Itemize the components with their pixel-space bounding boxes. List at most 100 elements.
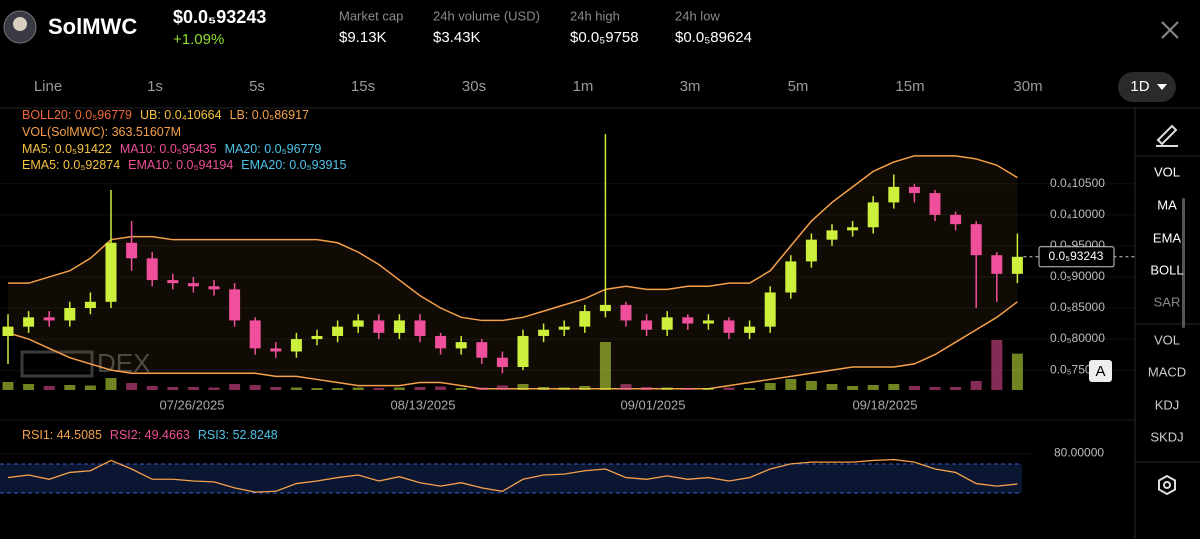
- dropdown-caret: [1157, 84, 1167, 90]
- interval-tab[interactable]: 5s: [249, 78, 265, 95]
- volume-bar: [702, 388, 714, 390]
- legend-item: RSI2: 49.4663: [110, 428, 190, 442]
- volume-bar: [208, 387, 220, 390]
- candle-body: [744, 326, 756, 333]
- legend-item: MA20: 0.0₅96779: [225, 142, 322, 156]
- band-lower: [7, 301, 1018, 390]
- indicator-option[interactable]: KDJ: [1155, 397, 1180, 412]
- volume-bar: [991, 340, 1003, 390]
- stat-label: 24h volume (USD): [433, 8, 540, 23]
- volume-bar: [249, 385, 261, 390]
- auto-button-bg[interactable]: [1089, 360, 1112, 382]
- candle-body: [2, 326, 14, 336]
- volume-bar: [393, 387, 405, 390]
- indicator-option[interactable]: SAR: [1154, 294, 1181, 309]
- candle-body: [84, 301, 96, 309]
- interval-tab[interactable]: Line: [34, 78, 62, 95]
- interval-tab[interactable]: 1m: [573, 78, 594, 95]
- candle-body: [950, 214, 962, 225]
- candle-body: [64, 308, 76, 321]
- volume-bar: [352, 387, 364, 390]
- draw-tool-icon[interactable]: [1156, 124, 1178, 147]
- volume-bar: [888, 384, 900, 390]
- candle-body: [311, 335, 323, 340]
- boll-legend: BOLL20: 0.0₅96779 UB: 0.0₄10664 LB: 0.0₅86…: [22, 108, 309, 122]
- stat-value: $0.0₅9758: [570, 29, 639, 46]
- interval-tab[interactable]: 15s: [351, 78, 375, 95]
- interval-tab[interactable]: 1s: [147, 78, 163, 95]
- x-tick-label: 09/01/2025: [620, 397, 685, 412]
- settings-icon-dot: [1163, 481, 1171, 489]
- indicator-option[interactable]: EMA: [1153, 230, 1182, 245]
- interval-selected[interactable]: 1D: [1130, 78, 1149, 95]
- candle-body: [167, 280, 179, 284]
- volume-bar: [64, 385, 76, 390]
- volume-bar: [290, 387, 302, 390]
- volume-bar: [332, 388, 344, 390]
- volume-bar: [558, 387, 570, 390]
- candle-body: [435, 335, 447, 349]
- candle-body: [393, 320, 405, 333]
- close-button[interactable]: [1161, 21, 1179, 39]
- indicator-option[interactable]: VOL: [1154, 164, 1180, 179]
- indicator-option[interactable]: MACD: [1148, 364, 1186, 379]
- price-change: +1.09%: [173, 31, 224, 48]
- candle-body: [270, 348, 282, 352]
- y-tick-label: 0.0₄10000: [1050, 207, 1105, 221]
- volume-bar: [723, 387, 735, 390]
- candle-body: [538, 329, 550, 336]
- candle-body: [702, 320, 714, 324]
- volume-bar: [126, 383, 138, 390]
- interval-tab[interactable]: 30s: [462, 78, 486, 95]
- interval-tab[interactable]: 30m: [1013, 78, 1042, 95]
- rsi-band: [0, 464, 1022, 493]
- rsi-line: [7, 458, 1018, 493]
- candle-body: [847, 227, 859, 231]
- interval-tab[interactable]: 3m: [680, 78, 701, 95]
- y-tick-label: 0.0₅90000: [1050, 269, 1105, 283]
- volume-bar: [311, 388, 323, 390]
- ma-legend: MA5: 0.0₅91422 MA10: 0.0₅95435 MA20: 0.0₅9…: [22, 142, 321, 156]
- volume-bar: [785, 379, 797, 390]
- volume-bar: [579, 386, 591, 390]
- candle-body: [208, 286, 220, 290]
- candle-body: [476, 342, 488, 358]
- y-tick-label: 0.0₅80000: [1050, 331, 1105, 345]
- settings-icon[interactable]: [1158, 474, 1176, 496]
- y-tick-label: 0.0₄10500: [1050, 176, 1105, 190]
- volume-bar: [970, 381, 982, 390]
- candle-body: [229, 289, 241, 321]
- last-price-box: [1038, 246, 1115, 268]
- legend-item: MA5: 0.0₅91422: [22, 142, 112, 156]
- volume-bar: [805, 381, 817, 390]
- stats: Market cap $9.13K 24h volume (USD) $3.43K 24…: [339, 8, 752, 46]
- band-upper: [8, 155, 1018, 322]
- candle-body: [187, 283, 199, 287]
- volume-bar: [43, 386, 55, 390]
- volume-bar: [867, 385, 879, 390]
- indicator-option[interactable]: MA: [1157, 197, 1177, 212]
- vol-legend: VOL(SolMWC): 363.51607M: [22, 125, 181, 139]
- legend-item: RSI1: 44.5085: [22, 428, 102, 442]
- volume-bar: [908, 386, 920, 390]
- volume-bar: [146, 386, 158, 390]
- volume-bar: [496, 385, 508, 390]
- interval-tab[interactable]: 5m: [788, 78, 809, 95]
- indicator-option[interactable]: VOL: [1154, 332, 1180, 347]
- legend-item: MA10: 0.0₅95435: [120, 142, 217, 156]
- volume-bar: [641, 387, 653, 390]
- interval-tab[interactable]: 15m: [895, 78, 924, 95]
- candle-body: [867, 202, 879, 228]
- interval-pill[interactable]: [1118, 72, 1176, 102]
- legend-item: EMA20: 0.0₅93915: [241, 158, 346, 172]
- indicator-option[interactable]: SKDJ: [1150, 429, 1183, 444]
- indicator-option[interactable]: BOLL: [1150, 262, 1183, 277]
- auto-button-label[interactable]: A: [1095, 363, 1105, 380]
- auto-button[interactable]: A: [1089, 360, 1112, 382]
- x-tick-label: 08/13/2025: [390, 397, 455, 412]
- legend-item: EMA10: 0.0₅94194: [128, 158, 233, 172]
- stat-label: 24h low: [675, 8, 720, 23]
- volume-bar: [167, 387, 179, 390]
- legend-item: EMA5: 0.0₅92874: [22, 158, 120, 172]
